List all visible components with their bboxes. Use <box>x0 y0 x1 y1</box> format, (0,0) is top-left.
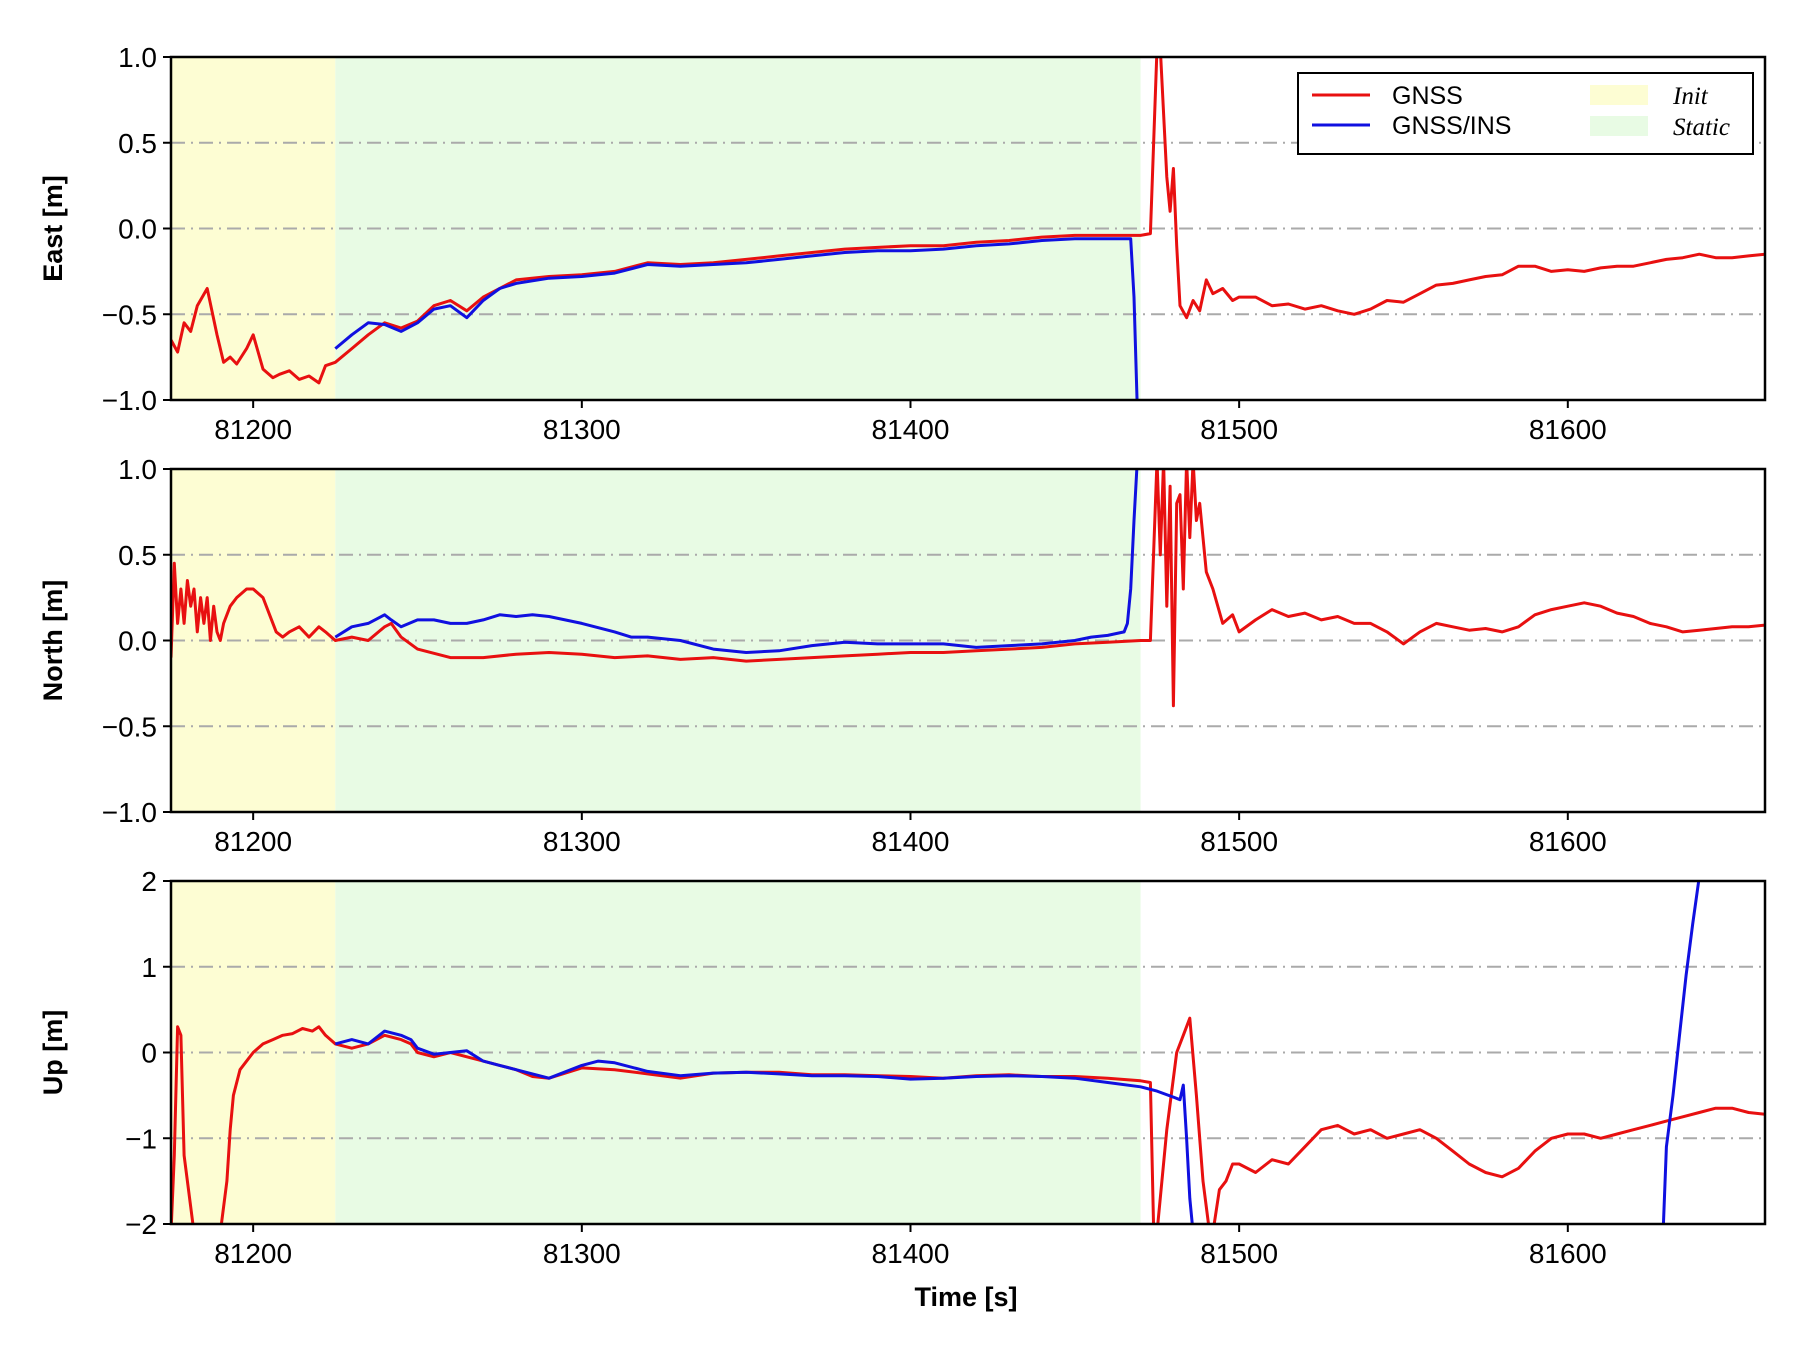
x-tick-label: 81600 <box>1529 826 1607 857</box>
legend-label-gnss: GNSS <box>1392 82 1463 110</box>
y-tick-label: −0.5 <box>102 299 157 330</box>
x-tick-label: 81400 <box>872 1238 950 1269</box>
series-gnss <box>171 57 1765 385</box>
y-tick-label: 0.0 <box>118 214 157 245</box>
span-init <box>171 469 336 812</box>
series-gnssins <box>1661 881 1701 1224</box>
series-group <box>171 469 1765 708</box>
y-tick-label: 0 <box>141 1038 157 1069</box>
x-tick-label: 81200 <box>214 414 292 445</box>
legend-swatch-init <box>1590 85 1648 105</box>
panels: 1.0 0.5 0.0 −0.5 −1.0 81200 81300 81400 81500 816… <box>38 42 1767 1269</box>
panel-1: 1.0 0.5 0.0 −0.5 −1.0 81200 81300 81400 81500 816… <box>38 42 1767 445</box>
x-tick-label: 81300 <box>543 826 621 857</box>
y-axis-label: Up [m] <box>38 1010 68 1095</box>
series-group <box>171 881 1765 1224</box>
y-tick-label: 1.0 <box>118 454 157 485</box>
x-tick-label: 81200 <box>214 1238 292 1269</box>
x-tick-label: 81300 <box>543 1238 621 1269</box>
y-tick-label: −2 <box>125 1209 157 1240</box>
x-axis-label: Time [s] <box>914 1282 1017 1312</box>
panel-3: 2 1 0 −1 −2 81200 81300 81400 81500 81600 Up [m] <box>38 866 1767 1269</box>
y-tick-label: 0.5 <box>118 540 157 571</box>
panel-2: 1.0 0.5 0.0 −0.5 −1.0 81200 81300 81400 81500 816… <box>38 454 1767 857</box>
x-tick-label: 81500 <box>1200 1238 1278 1269</box>
series-group <box>171 57 1765 400</box>
x-tick-label: 81600 <box>1529 1238 1607 1269</box>
span-init <box>171 57 336 400</box>
legend-frame <box>1297 72 1754 155</box>
legend: GNSS GNSS/INS Init Static <box>1297 72 1754 155</box>
x-tick-label: 81200 <box>214 826 292 857</box>
x-tick-label: 81300 <box>543 414 621 445</box>
y-tick-label: 1 <box>141 952 157 983</box>
legend-swatch-static <box>1590 116 1648 136</box>
y-tick-label: 2 <box>141 866 157 897</box>
x-tick-label: 81400 <box>872 414 950 445</box>
y-axis-label: North [m] <box>38 580 68 701</box>
x-tick-label: 81500 <box>1200 414 1278 445</box>
series-gnssins <box>334 1029 1194 1224</box>
legend-label-gnssins: GNSS/INS <box>1392 112 1511 140</box>
x-tick-label: 81600 <box>1529 414 1607 445</box>
y-tick-label: −1.0 <box>102 797 157 828</box>
series-gnssins <box>334 469 1139 654</box>
y-tick-label: 1.0 <box>118 42 157 73</box>
y-tick-label: 0.0 <box>118 626 157 657</box>
y-tick-label: −1 <box>125 1123 157 1154</box>
x-tick-label: 81400 <box>872 826 950 857</box>
y-tick-label: −1.0 <box>102 385 157 416</box>
y-tick-label: −0.5 <box>102 711 157 742</box>
legend-label-init: Init <box>1672 83 1709 110</box>
legend-label-static: Static <box>1673 114 1730 141</box>
y-tick-label: 0.5 <box>118 128 157 159</box>
y-axis-label: East [m] <box>38 175 68 282</box>
series-gnssins <box>334 237 1139 400</box>
x-tick-label: 81500 <box>1200 826 1278 857</box>
series-gnss <box>171 469 1765 708</box>
